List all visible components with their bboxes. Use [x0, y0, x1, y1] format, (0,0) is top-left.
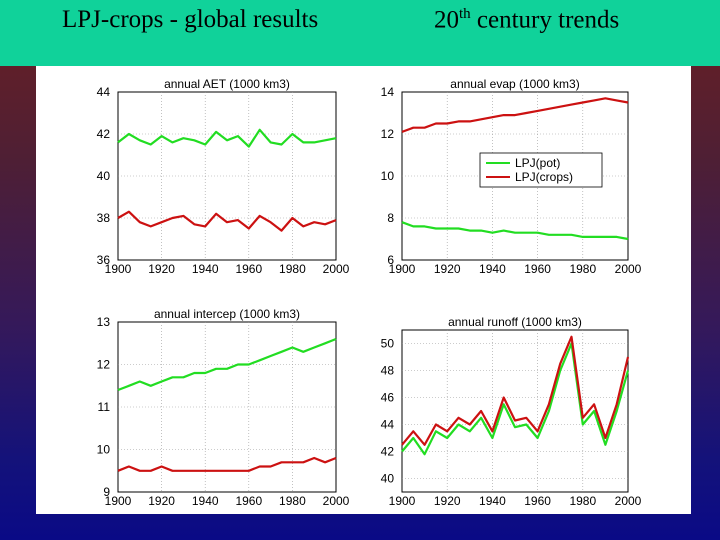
- y-tick-label-0-1: 38: [97, 211, 111, 225]
- x-tick-label-3-5: 2000: [615, 494, 642, 508]
- x-tick-label-3-3: 1960: [524, 494, 551, 508]
- y-tick-label-3-5: 50: [381, 337, 395, 351]
- series-line-2-1: [117, 456, 337, 472]
- x-tick-label-2-3: 1960: [235, 494, 262, 508]
- title-right-prefix: 20: [434, 6, 459, 34]
- chart-title-3: annual runoff (1000 km3): [448, 315, 582, 329]
- y-tick-label-0-2: 40: [97, 169, 111, 183]
- y-tick-label-2-0: 9: [103, 485, 110, 499]
- y-tick-label-1-2: 10: [381, 169, 395, 183]
- slide-header: LPJ-crops - global results 20th century …: [0, 0, 720, 66]
- legend-label-1-1: LPJ(crops): [515, 170, 573, 184]
- y-tick-label-1-0: 6: [387, 253, 394, 267]
- x-tick-label-2-2: 1940: [192, 494, 219, 508]
- figure-panel: 1900 1920 1940 1960 1980 2000 36 38 40 42 44 annual…: [36, 66, 691, 514]
- y-tick-label-3-3: 46: [381, 391, 395, 405]
- y-tick-label-0-4: 44: [97, 85, 111, 99]
- slide-title-right: 20th century trends: [434, 6, 619, 34]
- chart-title-1: annual evap (1000 km3): [450, 77, 579, 91]
- series-line-3-1: [401, 335, 630, 446]
- x-tick-label-1-2: 1940: [479, 262, 506, 276]
- x-tick-label-3-2: 1940: [479, 494, 506, 508]
- x-tick-label-3-1: 1920: [434, 494, 461, 508]
- y-tick-label-1-1: 8: [387, 211, 394, 225]
- series-line-2-0: [117, 337, 337, 392]
- x-tick-label-0-5: 2000: [323, 262, 350, 276]
- y-tick-label-0-0: 36: [97, 253, 111, 267]
- chart-title-0: annual AET (1000 km3): [164, 77, 290, 91]
- x-tick-label-0-1: 1920: [148, 262, 175, 276]
- y-tick-label-2-1: 10: [97, 443, 111, 457]
- x-tick-label-2-1: 1920: [148, 494, 175, 508]
- y-tick-label-1-4: 14: [381, 85, 395, 99]
- legend-label-1-0: LPJ(pot): [515, 156, 560, 170]
- y-tick-label-2-4: 13: [97, 315, 111, 329]
- y-tick-label-3-0: 40: [381, 472, 395, 486]
- chart-title-2: annual intercep (1000 km3): [154, 307, 300, 321]
- x-tick-label-0-2: 1940: [192, 262, 219, 276]
- title-right-sup: th: [459, 6, 471, 22]
- x-tick-label-0-3: 1960: [235, 262, 262, 276]
- x-tick-label-1-1: 1920: [434, 262, 461, 276]
- y-tick-label-2-3: 12: [97, 358, 111, 372]
- x-tick-label-1-0: 1900: [389, 262, 416, 276]
- legend-box-1: [479, 152, 603, 188]
- title-right-suffix: century trends: [470, 6, 620, 34]
- y-tick-label-3-1: 42: [381, 445, 395, 459]
- series-line-0-0: [117, 128, 337, 148]
- slide-title-left: LPJ-crops - global results: [62, 6, 319, 33]
- x-tick-label-1-5: 2000: [615, 262, 642, 276]
- y-tick-label-2-2: 11: [98, 400, 111, 414]
- x-tick-label-2-5: 2000: [323, 494, 350, 508]
- x-tick-label-3-4: 1980: [569, 494, 596, 508]
- x-tick-label-0-4: 1980: [279, 262, 306, 276]
- y-tick-label-1-3: 12: [381, 127, 395, 141]
- x-tick-label-2-4: 1980: [279, 494, 306, 508]
- y-tick-label-0-3: 42: [97, 127, 111, 141]
- series-line-1-0: [401, 221, 629, 241]
- x-tick-label-1-3: 1960: [524, 262, 551, 276]
- x-tick-label-3-0: 1900: [389, 494, 416, 508]
- y-tick-label-3-4: 48: [381, 364, 395, 378]
- x-tick-label-1-4: 1980: [569, 262, 596, 276]
- x-tick-label-2-0: 1900: [105, 494, 132, 508]
- series-line-0-1: [117, 210, 337, 232]
- series-line-1-1: [401, 97, 629, 133]
- x-tick-label-0-0: 1900: [105, 262, 132, 276]
- charts-svg: 1900 1920 1940 1960 1980 2000 36 38 40 42 44 annual…: [97, 77, 642, 508]
- y-tick-label-3-2: 44: [381, 418, 395, 432]
- series-line-3-0: [401, 342, 630, 456]
- plot-frame-3: [401, 329, 629, 493]
